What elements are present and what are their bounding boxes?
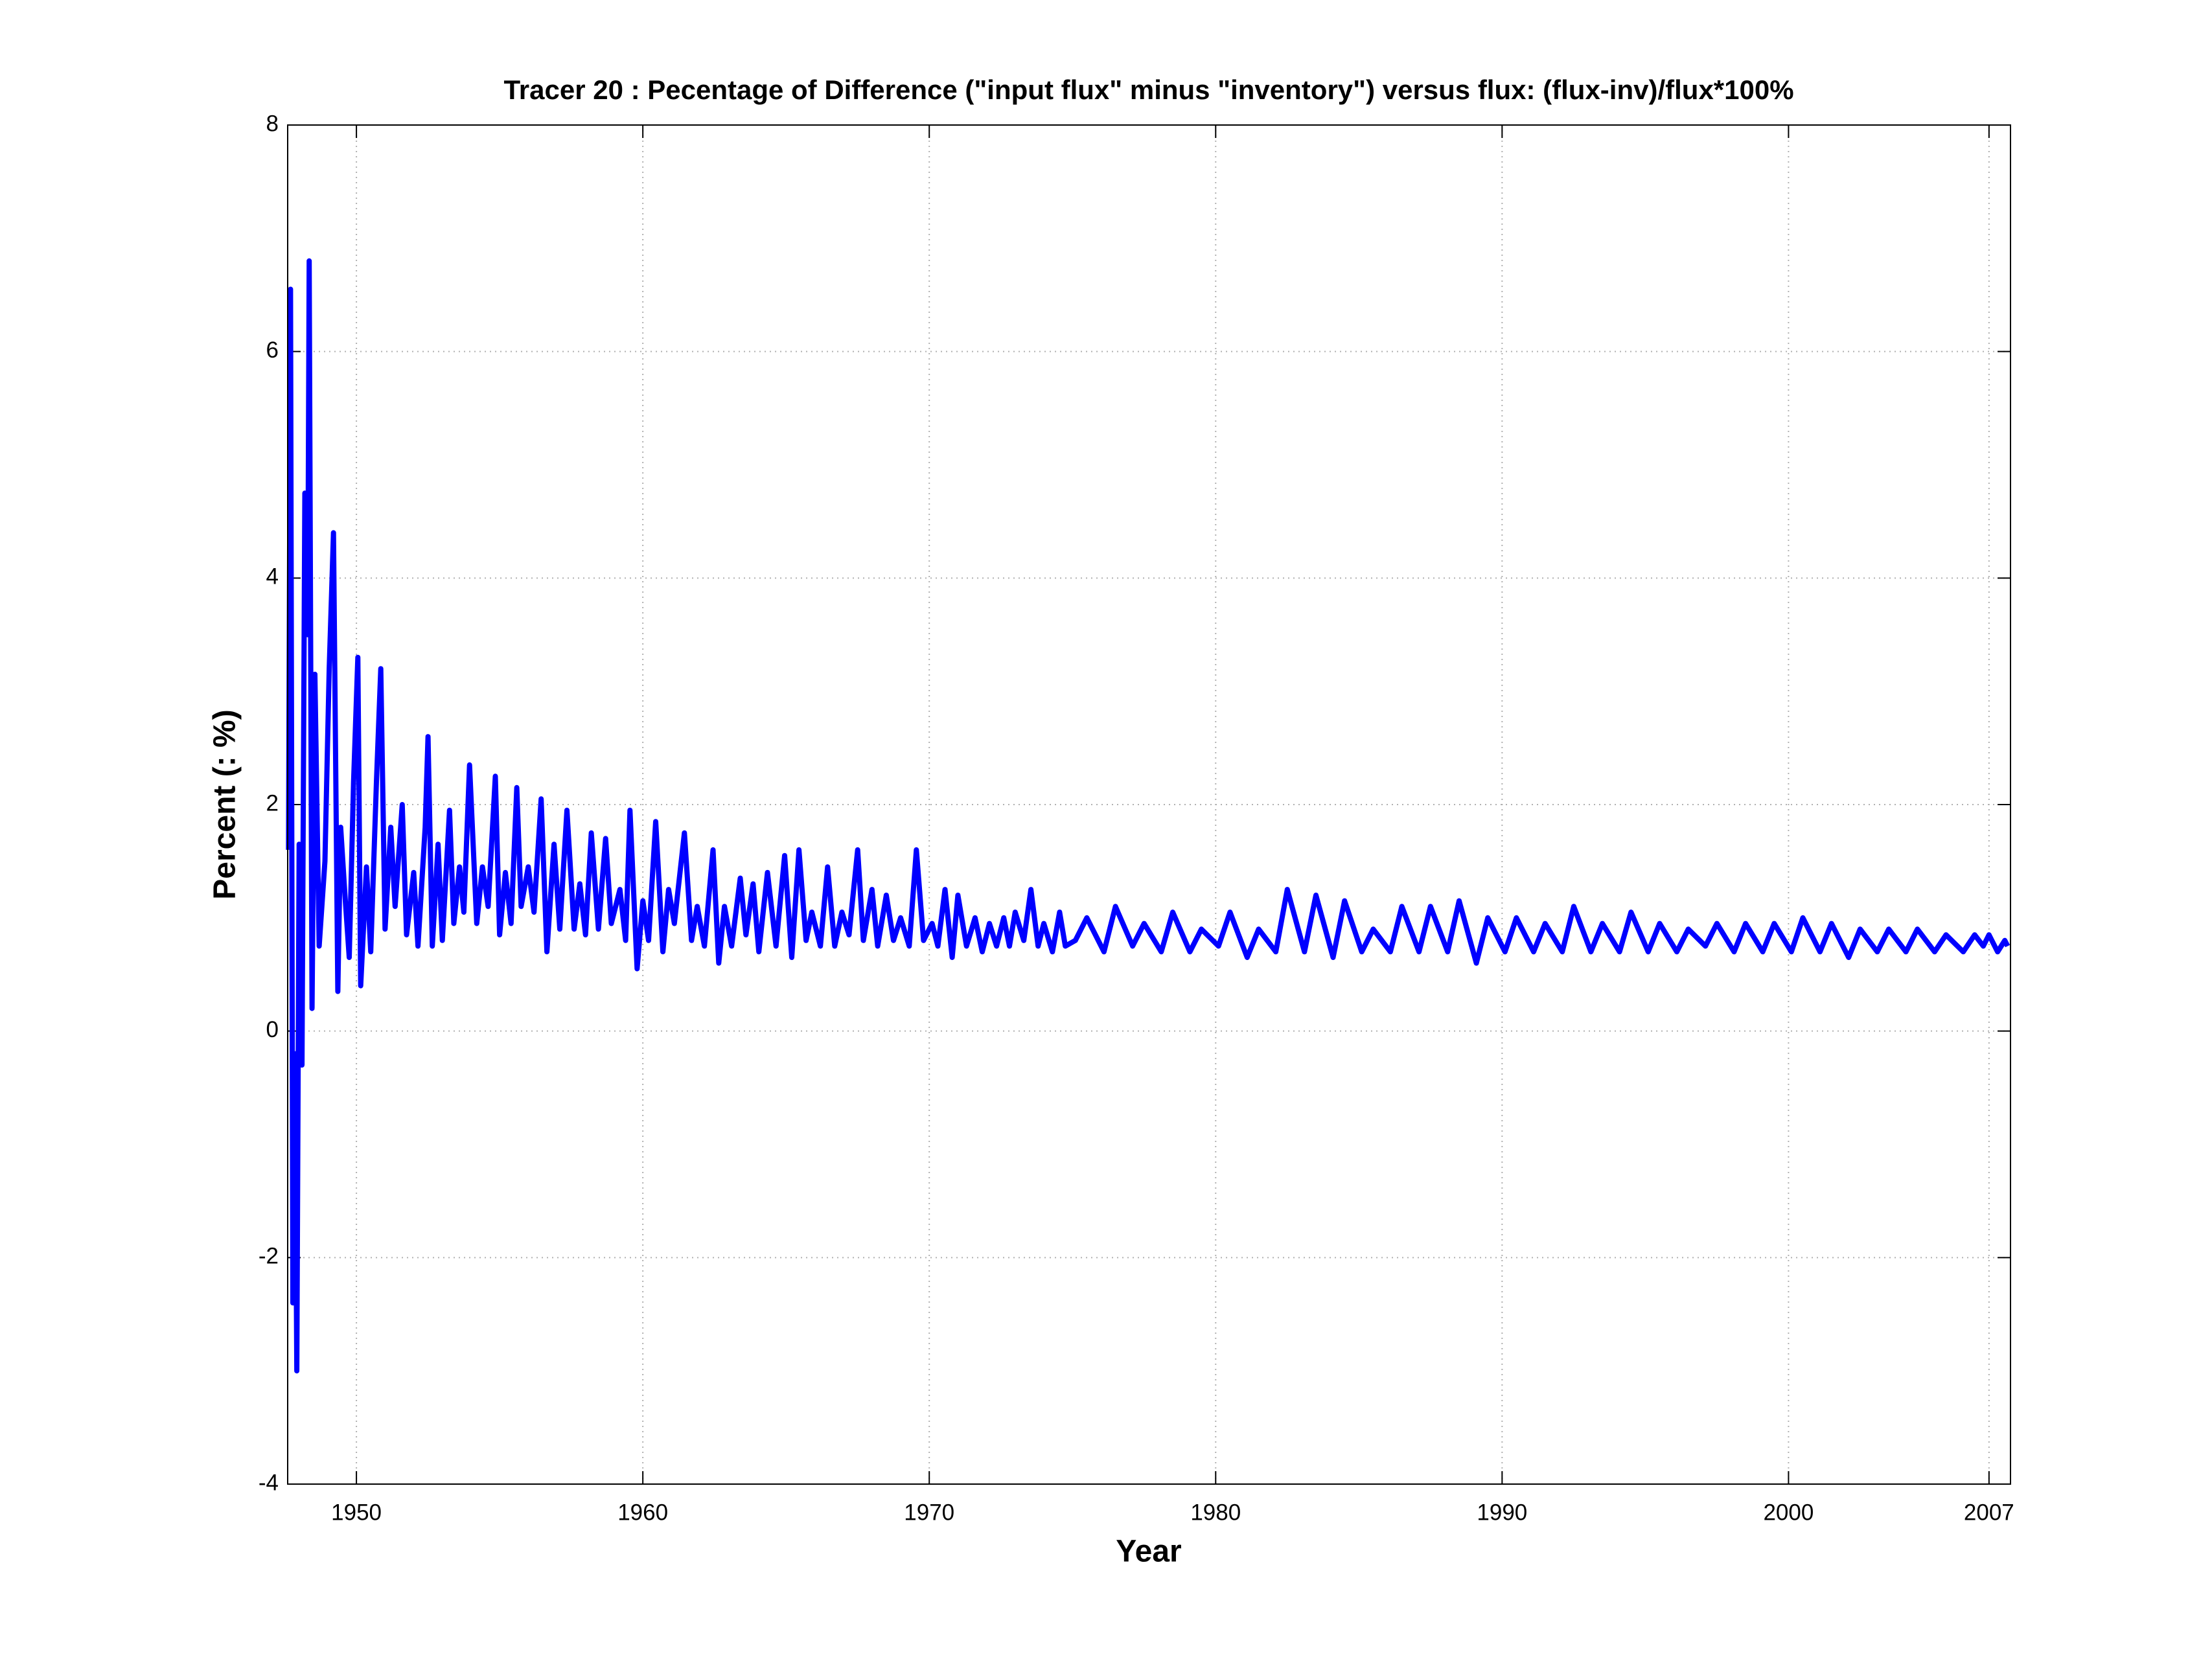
chart-title: Tracer 20 : Pecentage of Difference ("in… xyxy=(503,74,1793,105)
y-axis-label: Percent (: %) xyxy=(208,709,242,899)
y-tick-label: 4 xyxy=(266,564,279,589)
x-tick-label: 2000 xyxy=(1763,1500,1814,1525)
x-tick-label: 1990 xyxy=(1477,1500,1527,1525)
x-tick-label: 1970 xyxy=(904,1500,954,1525)
y-tick-label: -4 xyxy=(259,1470,279,1495)
plot-frame xyxy=(287,124,2011,1485)
x-tick-label: 1960 xyxy=(617,1500,668,1525)
y-tick-label: 0 xyxy=(266,1017,279,1042)
data-line xyxy=(286,258,2010,1374)
x-tick-label: 1980 xyxy=(1190,1500,1241,1525)
x-tick-label: 2007 xyxy=(1964,1500,2014,1525)
y-tick-label: 2 xyxy=(266,790,279,816)
x-axis-label: Year xyxy=(1116,1535,1181,1569)
y-tick-label: -2 xyxy=(259,1244,279,1269)
x-tick-label: 1950 xyxy=(331,1500,382,1525)
y-tick-label: 8 xyxy=(266,111,279,136)
y-tick-label: 6 xyxy=(266,338,279,363)
